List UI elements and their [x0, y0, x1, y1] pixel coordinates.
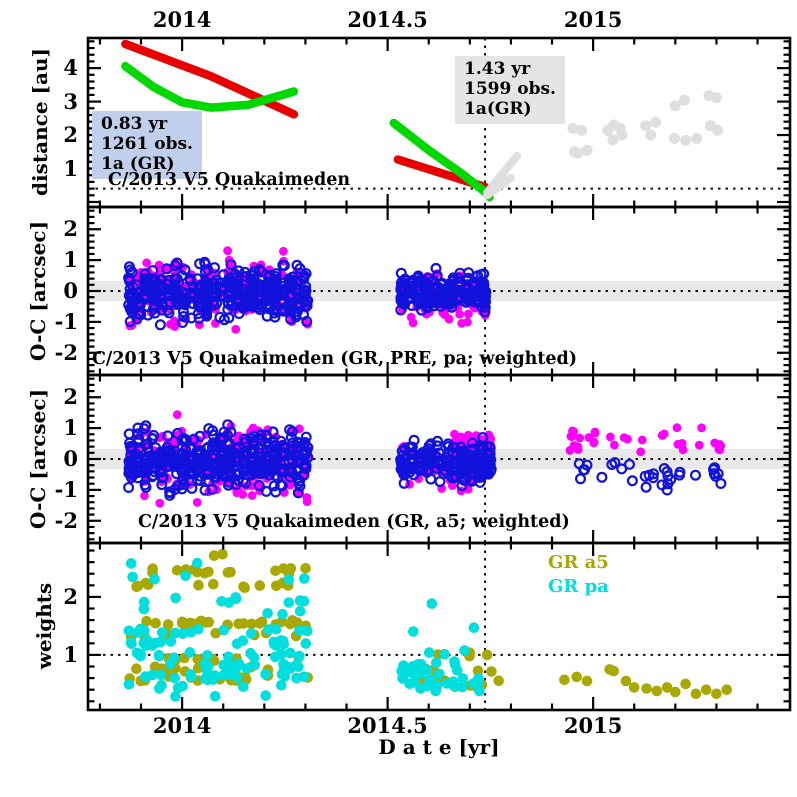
- series-distance-predicted-branch-b: [483, 173, 515, 200]
- annotation-line: 1.43 yr: [464, 59, 531, 79]
- panel-oc-a5: [86, 373, 792, 545]
- x-axis-title: D a t e [yr]: [378, 735, 500, 759]
- y-tick-label-distance: 2: [63, 122, 78, 148]
- panel-weights: [86, 541, 792, 712]
- series-oc-pre-residuals-open: [123, 256, 492, 331]
- series-distance-geo-distance-arc1: [121, 61, 299, 112]
- y-tick-label-weights: 1: [63, 641, 78, 667]
- legend-entry-gr-pa: GR pa: [548, 576, 609, 597]
- annotation-line: 1261 obs.: [101, 134, 193, 154]
- annotation-box-full-arc: 1.43 yr 1599 obs. 1a(GR): [455, 56, 565, 124]
- y-tick-label-distance: 1: [63, 155, 78, 181]
- y-tick-label-oc-a5: -2: [54, 507, 78, 533]
- panel-label-oc-a5: C/2013 V5 Quakaimeden (GR, a5; weighted): [138, 512, 570, 532]
- series-distance-predicted-branch-a: [483, 151, 522, 197]
- ticks-weights: [88, 543, 790, 710]
- y-axis-title-distance: distance [au]: [28, 48, 52, 196]
- annotation-box-short-arc: 0.83 yr 1261 obs. 1a (GR): [92, 111, 202, 179]
- panel-label-oc-pre: C/2013 V5 Quakaimeden (GR, PRE, pa; weig…: [92, 349, 578, 369]
- y-tick-label-oc-pre: -2: [54, 339, 78, 365]
- y-tick-label-oc-pre: -1: [54, 308, 78, 334]
- y-tick-label-oc-a5: 1: [63, 415, 78, 441]
- annotation-line: 1599 obs.: [464, 79, 556, 99]
- y-tick-label-oc-a5: -1: [54, 476, 78, 502]
- series-distance-predicted-points: [567, 90, 724, 159]
- panel-frame-weights: [86, 541, 792, 712]
- panel-label-distance: C/2013 V5 Quakaimeden: [108, 170, 351, 190]
- y-tick-label-distance: 4: [63, 55, 78, 81]
- y-tick-label-weights: 2: [63, 583, 78, 609]
- x-tick-label-bottom: 2015: [563, 713, 623, 738]
- annotation-line: 1a(GR): [464, 99, 532, 119]
- y-tick-label-oc-a5: 2: [63, 384, 78, 410]
- x-tick-label-top: 2014.5: [347, 7, 428, 32]
- x-tick-label-top: 2015: [563, 7, 623, 32]
- y-axis-title-weights: weights: [32, 582, 56, 670]
- series-weights-gr-pa-weights: [123, 557, 485, 702]
- series-oc-a5-residuals-open: [123, 419, 727, 501]
- y-axis-title-oc-a5: O-C [arcsec]: [26, 388, 50, 530]
- legend-entry-gr-a5: GR a5: [548, 552, 609, 573]
- y-tick-label-distance: 3: [63, 88, 78, 114]
- x-tick-label-bottom: 2014: [152, 713, 212, 738]
- y-tick-label-oc-pre: 1: [63, 247, 78, 273]
- y-tick-label-oc-pre: 0: [63, 278, 78, 303]
- annotation-line: 0.83 yr: [101, 114, 168, 134]
- y-tick-label-oc-pre: 2: [63, 216, 78, 242]
- x-tick-label-bottom: 2014.5: [347, 713, 428, 738]
- ticks-distance: [88, 38, 790, 207]
- panel-distance: [86, 36, 792, 209]
- annotation-line: 1a (GR): [101, 154, 175, 174]
- panel-oc-pre: [86, 205, 792, 377]
- x-tick-label-top: 2014: [152, 7, 212, 32]
- y-tick-label-oc-a5: 0: [63, 446, 78, 471]
- y-axis-title-oc-pre: O-C [arcsec]: [26, 220, 50, 362]
